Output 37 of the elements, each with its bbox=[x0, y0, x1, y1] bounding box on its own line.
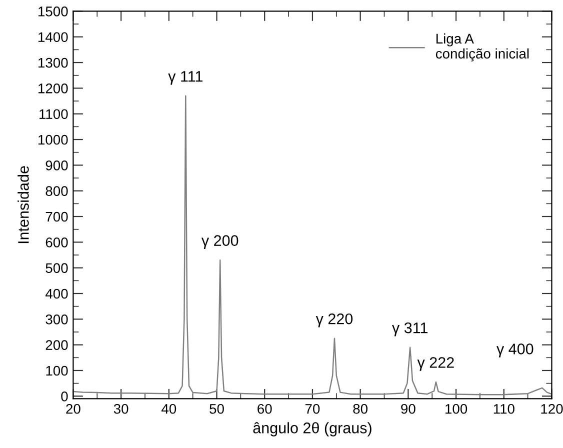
y-tick-label: 1500 bbox=[38, 6, 68, 16]
annotation: γ 111 bbox=[168, 71, 202, 85]
y-tick-label: 900 bbox=[46, 160, 68, 170]
x-tick-label: 40 bbox=[161, 404, 176, 414]
annotation: γ 222 bbox=[417, 357, 454, 371]
line-series bbox=[73, 95, 552, 396]
y-tick-label: 400 bbox=[45, 288, 68, 299]
annotation: γ 400 bbox=[496, 344, 534, 358]
y-tick-label: 1400 bbox=[38, 32, 68, 42]
y-tick-label: 200 bbox=[46, 340, 68, 350]
x-tick-label: 90 bbox=[401, 404, 416, 414]
y-tick-label: 600 bbox=[46, 238, 68, 248]
x-tick-label: 20 bbox=[66, 404, 80, 414]
y-tick-label: 700 bbox=[46, 212, 68, 222]
y-tick-label: 1100 bbox=[40, 109, 68, 120]
x-tick-label: 80 bbox=[353, 404, 368, 414]
y-tick-label: 100 bbox=[46, 366, 68, 376]
x-axis-title: ângulo 2θ (graus) bbox=[253, 422, 372, 436]
x-tick-label: 30 bbox=[114, 404, 128, 414]
y-tick-label: 500 bbox=[46, 263, 68, 274]
annotation: γ 311 bbox=[392, 322, 428, 336]
y-tick-label: 0 bbox=[61, 391, 68, 402]
x-tick-label: 50 bbox=[210, 404, 224, 414]
legend-label: Liga A condição inicial bbox=[436, 33, 529, 62]
x-tick-label: 70 bbox=[305, 404, 320, 414]
x-tick-label: 120 bbox=[541, 404, 563, 414]
annotation: γ 220 bbox=[316, 313, 353, 328]
y-tick-label: 1000 bbox=[38, 134, 68, 145]
x-tick-label: 110 bbox=[494, 404, 514, 414]
y-tick-label: 1200 bbox=[38, 84, 68, 94]
y-tick-label: 1300 bbox=[38, 58, 68, 68]
x-tick-label: 100 bbox=[446, 404, 468, 414]
y-tick-label: 800 bbox=[46, 186, 68, 196]
y-tick-label: 300 bbox=[46, 314, 68, 324]
x-tick-label: 60 bbox=[258, 404, 272, 414]
annotation: γ 200 bbox=[201, 235, 238, 250]
y-axis-title: Intensidade bbox=[18, 166, 29, 244]
